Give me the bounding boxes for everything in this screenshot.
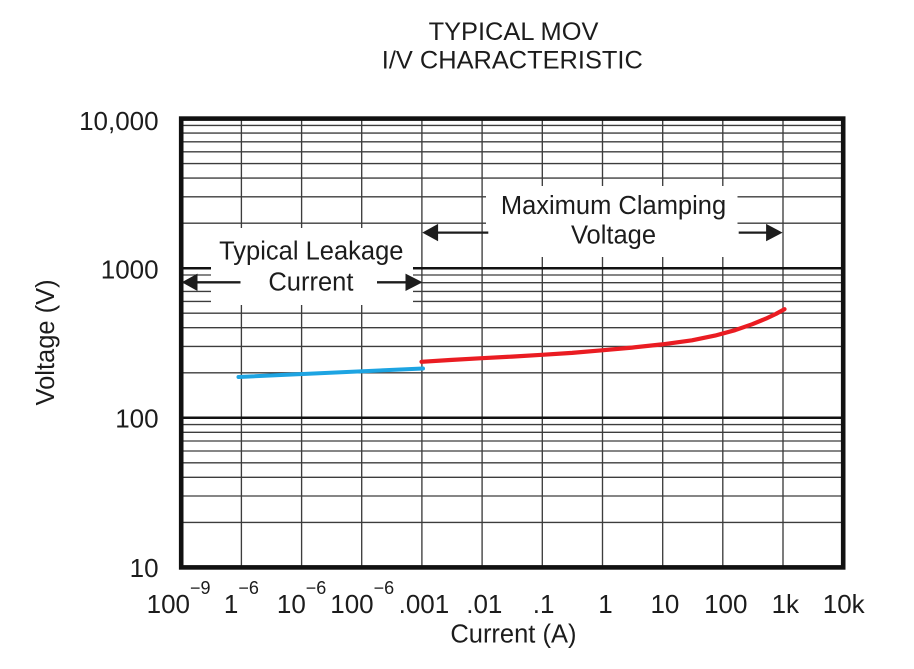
svg-text:Voltage (V): Voltage (V) <box>32 279 60 405</box>
svg-text:Typical Leakage: Typical Leakage <box>219 237 403 265</box>
svg-text:Voltage: Voltage <box>571 221 656 249</box>
svg-text:10: 10 <box>130 553 159 583</box>
svg-text:Maximum Clamping: Maximum Clamping <box>501 192 726 220</box>
svg-text:10: 10 <box>650 589 679 619</box>
svg-text:Current (A): Current (A) <box>450 621 576 649</box>
svg-text:1000: 1000 <box>101 254 159 284</box>
svg-text:I/V CHARACTERISTIC: I/V CHARACTERISTIC <box>382 46 643 74</box>
svg-text:100: 100 <box>704 589 747 619</box>
svg-text:10,000: 10,000 <box>79 106 159 136</box>
svg-text:.01: .01 <box>466 589 502 619</box>
svg-text:Current: Current <box>268 269 353 297</box>
svg-text:1: 1 <box>598 589 612 619</box>
svg-text:1k: 1k <box>772 589 800 619</box>
svg-text:TYPICAL MOV: TYPICAL MOV <box>429 18 599 46</box>
svg-text:.1: .1 <box>533 589 555 619</box>
svg-text:.001: .001 <box>399 589 450 619</box>
svg-text:100: 100 <box>115 404 158 434</box>
svg-text:10k: 10k <box>823 589 866 619</box>
